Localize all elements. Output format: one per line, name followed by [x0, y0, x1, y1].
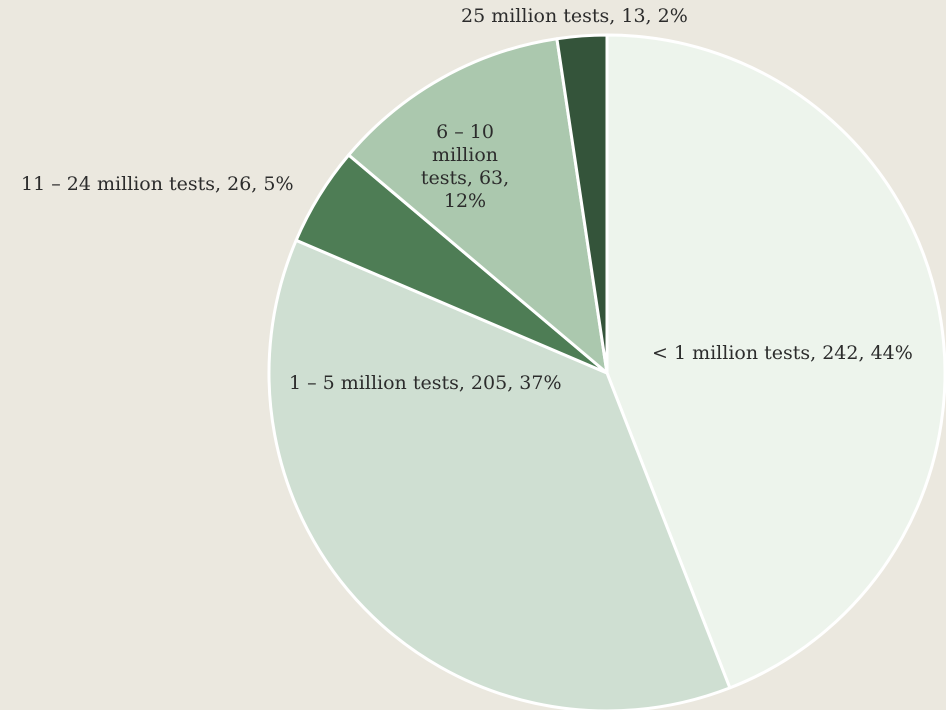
slice-label-under-1-million: < 1 million tests, 242, 44% — [652, 342, 913, 364]
pie-slice-6-to-10-million — [347, 37, 609, 375]
slice-label-11-to-24-million: 11 – 24 million tests, 26, 5% — [21, 173, 294, 195]
slice-label-6-to-10-million: 6 – 10 million tests, 63, 12% — [420, 121, 510, 212]
pie-slice-1-to-5-million — [267, 238, 732, 710]
pie-slice-under-1-million — [605, 33, 946, 690]
pie-slice-25-million — [555, 33, 609, 375]
slice-label-25-million: 25 million tests, 13, 2% — [461, 5, 688, 27]
slice-label-1-to-5-million: 1 – 5 million tests, 205, 37% — [289, 372, 562, 394]
